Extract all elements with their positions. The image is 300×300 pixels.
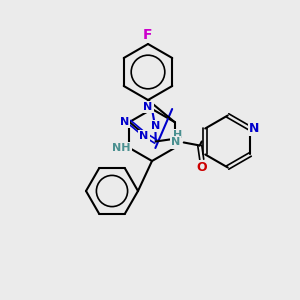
Text: O: O bbox=[196, 161, 207, 174]
Text: NH: NH bbox=[112, 143, 131, 153]
Text: H: H bbox=[173, 130, 182, 140]
Text: N: N bbox=[151, 121, 160, 131]
Text: N: N bbox=[143, 102, 153, 112]
Text: F: F bbox=[143, 28, 153, 42]
Text: N: N bbox=[120, 117, 129, 127]
Text: N: N bbox=[171, 137, 180, 148]
Text: N: N bbox=[140, 131, 149, 141]
Text: N: N bbox=[249, 122, 260, 135]
